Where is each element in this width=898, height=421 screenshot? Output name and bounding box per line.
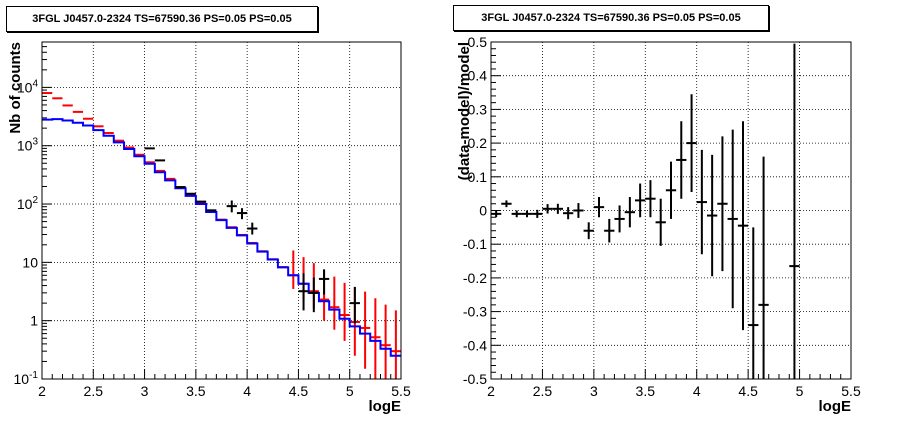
counts-x-tick-label: 2.5 <box>84 383 104 399</box>
counts-x-tick-label: 5.5 <box>391 383 411 399</box>
counts-y-axis-title: Nb of counts <box>7 42 24 134</box>
residuals-plot-title: 3FGL J0457.0-2324 TS=67590.36 PS=0.05 PS… <box>453 5 769 31</box>
residuals-y-tick-label: 0.5 <box>468 34 488 50</box>
counts-plot: 2 2.5 3 3.5 4 4.5 5 5.5 10-1 1 10 102 103 104 logE Nb o… <box>7 41 411 415</box>
residuals-x-axis-title: logE <box>819 398 852 415</box>
blue-model-line <box>42 118 401 357</box>
counts-y-tick-label: 103 <box>17 137 39 154</box>
counts-y-tick-label: 1 <box>30 313 38 329</box>
counts-plot-area <box>42 42 401 379</box>
counts-y-tick-label: 104 <box>17 78 39 95</box>
residuals-plot: 2 2.5 3 3.5 4 4.5 5 5.5 -0.5 -0.4 -0.3 -0.2 -0.1 0 0.1… <box>456 34 861 415</box>
counts-y-tick-label: 102 <box>17 195 39 212</box>
residuals-y-tick-label: -0.2 <box>463 270 487 286</box>
residuals-x-tick-label: 2 <box>487 383 495 399</box>
counts-x-axis-title: logE <box>369 398 402 415</box>
counts-x-tick-label: 2 <box>38 383 46 399</box>
residuals-y-tick-label: 0.1 <box>468 169 488 185</box>
counts-plot-title: 3FGL J0457.0-2324 TS=67590.36 PS=0.05 PS… <box>6 6 318 32</box>
counts-y-tick-label: 10 <box>22 254 38 270</box>
counts-x-tick-label: 5 <box>346 383 354 399</box>
residuals-x-tick-label: 5.5 <box>841 383 861 399</box>
counts-x-tick-label: 4.5 <box>289 383 309 399</box>
residuals-frame <box>490 41 852 380</box>
counts-data-layer <box>42 92 401 379</box>
residuals-y-tick-label: -0.3 <box>463 304 487 320</box>
counts-x-tick-label: 3.5 <box>186 383 206 399</box>
residuals-x-tick-label: 4.5 <box>738 383 758 399</box>
counts-y-tick-label: 10-1 <box>14 370 39 387</box>
residuals-y-tick-label: 0.2 <box>468 135 488 151</box>
residuals-x-tick-label: 3.5 <box>636 383 656 399</box>
counts-x-tick-label: 3 <box>141 383 149 399</box>
residuals-y-tick-label: 0.3 <box>468 101 488 117</box>
residuals-y-tick-label: -0.5 <box>463 371 487 387</box>
residuals-x-tick-label: 5 <box>796 383 804 399</box>
residuals-y-tick-label: -0.1 <box>463 236 487 252</box>
counts-frame <box>41 41 402 380</box>
residuals-y-axis-title: (data-model)/model <box>456 42 473 180</box>
counts-x-tick-label: 4 <box>243 383 251 399</box>
residuals-x-tick-label: 4 <box>693 383 701 399</box>
residuals-x-tick-label: 3 <box>590 383 598 399</box>
residuals-y-tick-label: 0.4 <box>468 68 488 84</box>
residuals-y-tick-label: -0.4 <box>463 337 487 353</box>
residuals-x-tick-label: 2.5 <box>533 383 553 399</box>
residuals-y-tick-label: 0 <box>479 203 487 219</box>
residuals-data-layer <box>491 43 800 379</box>
